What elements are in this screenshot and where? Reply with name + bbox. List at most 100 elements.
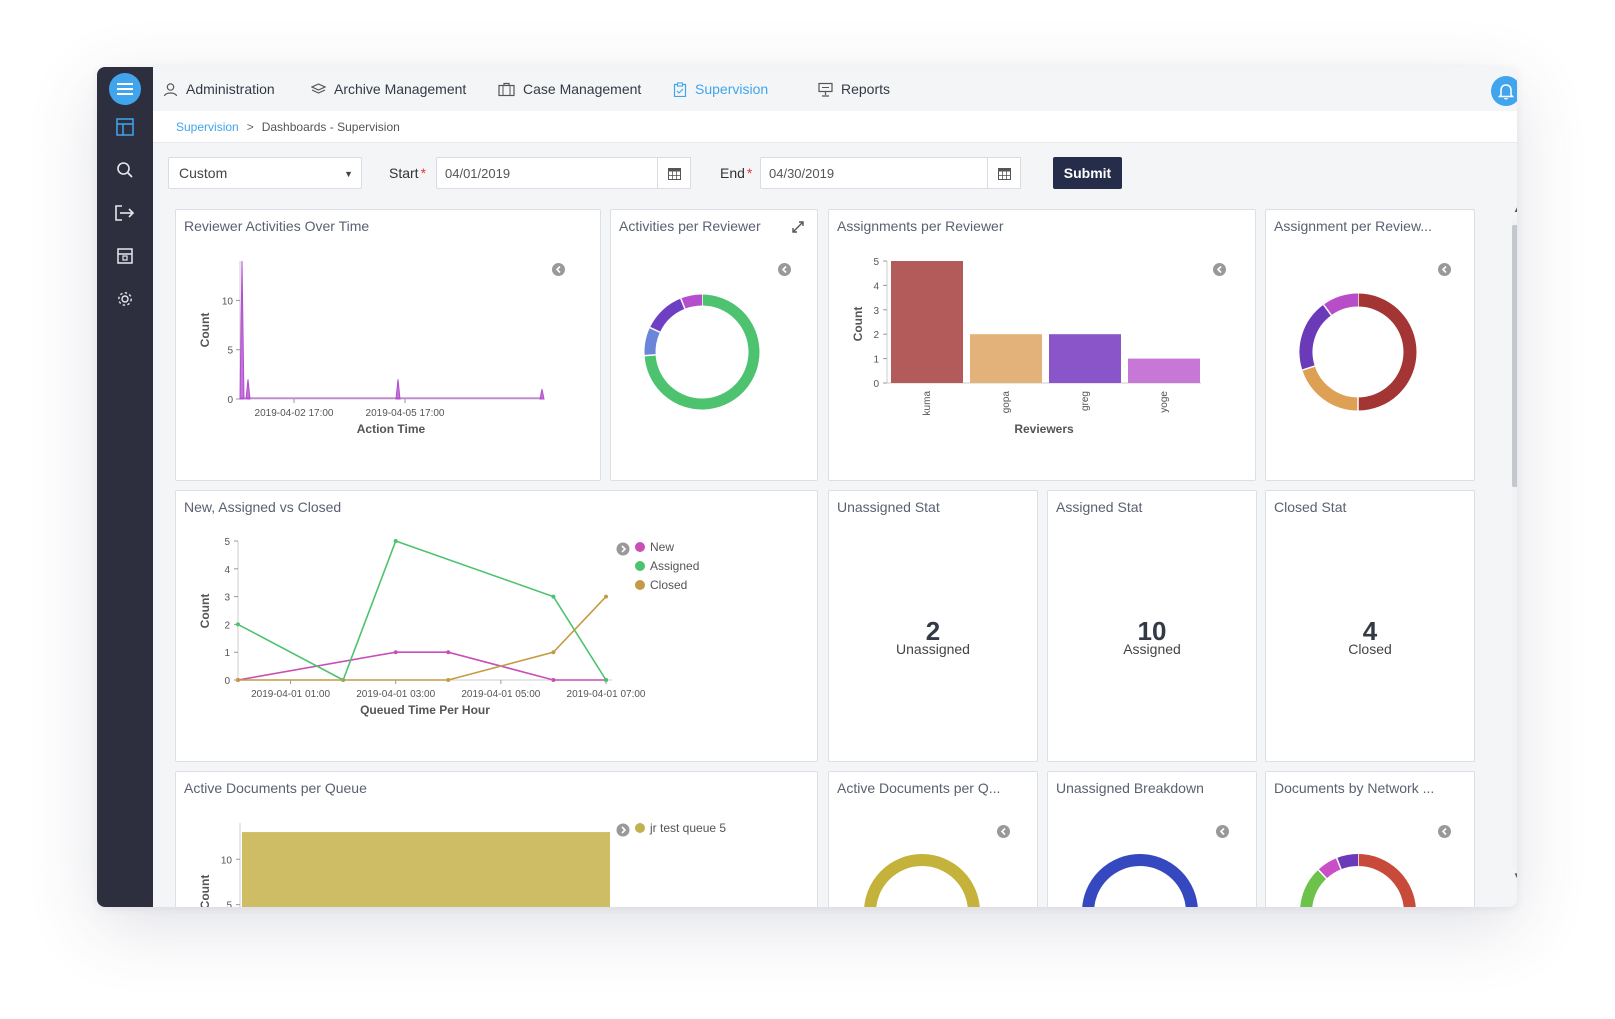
x-axis-title: Reviewers [1014, 422, 1074, 436]
legend-toggle-icon[interactable] [552, 263, 565, 276]
filter-bar: Custom ▼ Start * 04/01/2019 End * 04/30/20… [153, 143, 1517, 205]
panel-title: Unassigned Stat [837, 499, 940, 515]
bar [891, 261, 963, 383]
y-tick-label: 0 [224, 676, 230, 687]
bar [1128, 358, 1200, 383]
y-tick-label: 10 [222, 296, 234, 307]
nav-archive-management[interactable]: Archive Management [311, 67, 466, 111]
end-date-input[interactable]: 04/30/2019 [760, 157, 988, 189]
scroll-down-arrow-icon[interactable]: ▼ [1513, 871, 1517, 880]
date-range-value: Custom [179, 165, 228, 181]
x-tick-label: gopa [1001, 391, 1012, 414]
y-tick-label: 0 [227, 395, 233, 406]
closed-count: 4 [1362, 616, 1378, 646]
panel-unassigned-stat: Unassigned Stat 2 Unassigned [828, 490, 1038, 762]
menu-button[interactable] [109, 73, 141, 105]
data-spike [245, 379, 251, 400]
start-label-text: Start [389, 165, 419, 181]
bar [1049, 334, 1121, 383]
breadcrumb-supervision-link[interactable]: Supervision [176, 120, 239, 134]
expand-icon[interactable] [791, 220, 805, 234]
legend-toggle-icon [616, 542, 630, 556]
y-tick-label: 5 [873, 257, 879, 268]
sidebar-export-button[interactable] [97, 193, 153, 233]
donut-slice [649, 298, 686, 333]
nav-supervision[interactable]: Supervision [673, 67, 768, 111]
nav-administration-label: Administration [186, 81, 275, 97]
breadcrumb-separator: > [246, 120, 254, 134]
y-tick-label: 2 [873, 330, 879, 341]
legend-toggle-icon[interactable] [1438, 825, 1451, 838]
legend-label: Assigned [650, 559, 699, 573]
y-tick-label: 2 [224, 620, 230, 631]
donut-slice [1082, 854, 1198, 907]
date-range-select[interactable]: Custom ▼ [168, 157, 362, 189]
x-tick-label: yoge [1159, 391, 1170, 413]
legend-toggle-icon[interactable] [1438, 263, 1451, 276]
start-calendar-button[interactable] [657, 157, 691, 189]
panel-assigned-stat: Assigned Stat 10 Assigned [1047, 490, 1257, 762]
y-axis-title: Count [198, 594, 212, 629]
active-documents-per-queue-donut [864, 854, 980, 907]
donut-slice [1300, 869, 1327, 907]
series-point [551, 678, 556, 682]
legend-toggle-arrow [621, 826, 627, 834]
nav-administration[interactable]: Administration [163, 67, 275, 111]
legend-swatch [635, 580, 645, 590]
calendar-icon [997, 167, 1011, 180]
notifications-button[interactable] [1491, 76, 1517, 106]
bell-icon [1498, 84, 1514, 100]
panel-active-documents-per-queue-donut: Active Documents per Q... [828, 771, 1038, 907]
sidebar-archive-button[interactable] [97, 236, 153, 276]
chart-legend: New Assigned Closed [616, 540, 699, 592]
panel-title: Activities per Reviewer [619, 218, 761, 234]
sidebar-dashboard-button[interactable] [97, 107, 153, 147]
data-spike [539, 389, 545, 400]
scroll-up-arrow-icon[interactable]: ▲ [1513, 205, 1517, 214]
assignments-per-reviewer-chart: 0 1 2 3 4 5 kuma gopa greg yoge Reviewers Count [851, 257, 1201, 436]
legend-label: Closed [650, 578, 687, 592]
nav-reports[interactable]: Reports [818, 67, 890, 111]
donut-slice [1318, 858, 1342, 879]
bar [242, 832, 610, 907]
required-mark: * [420, 165, 427, 181]
legend-toggle-icon[interactable] [1213, 263, 1226, 276]
legend-toggle-icon[interactable] [778, 263, 791, 276]
export-icon [115, 205, 135, 221]
unassigned-breakdown-donut [1082, 854, 1198, 907]
y-tick-label: 3 [224, 593, 230, 604]
legend-toggle-icon[interactable] [997, 825, 1010, 838]
x-tick-label: 2019-04-01 05:00 [461, 689, 540, 700]
panel-assignments-per-reviewer: Assignments per Reviewer 0 1 2 3 4 5 kuma gopa g… [828, 209, 1256, 481]
vertical-scrollbar[interactable]: ▲ ▼ [1509, 205, 1517, 885]
x-tick-label: greg [1080, 391, 1091, 411]
donut-slice [680, 294, 703, 309]
legend-toggle-icon[interactable] [1216, 825, 1229, 838]
data-spike [395, 379, 401, 400]
end-calendar-button[interactable] [987, 157, 1021, 189]
panel-assignment-per-reviewer-donut: Assignment per Review... [1265, 209, 1475, 481]
y-tick-label: 3 [873, 306, 879, 317]
gear-icon [118, 292, 132, 306]
user-icon [163, 82, 178, 96]
y-tick-label: 0 [873, 379, 879, 390]
series-line [237, 651, 606, 681]
scrollbar-thumb[interactable] [1512, 225, 1517, 487]
unassigned-label: Unassigned [896, 641, 970, 657]
legend-swatch [635, 542, 645, 552]
archive-box-icon [117, 248, 133, 264]
donut-slice [1357, 293, 1417, 411]
donut-slice-divider [1323, 304, 1332, 316]
submit-button[interactable]: Submit [1053, 157, 1122, 189]
x-tick-label: 2019-04-05 17:00 [366, 408, 445, 419]
nav-archive-management-label: Archive Management [334, 81, 467, 97]
start-date-input[interactable]: 04/01/2019 [436, 157, 658, 189]
assigned-count: 10 [1137, 616, 1167, 646]
sidebar-settings-button[interactable] [97, 279, 153, 319]
x-tick-label: 2019-04-01 07:00 [567, 689, 646, 700]
series-line [237, 539, 607, 682]
app-window: Administration Archive Management Case M… [97, 67, 1517, 907]
series-point [551, 594, 556, 599]
sidebar-search-button[interactable] [97, 150, 153, 190]
nav-case-management[interactable]: Case Management [498, 67, 641, 111]
